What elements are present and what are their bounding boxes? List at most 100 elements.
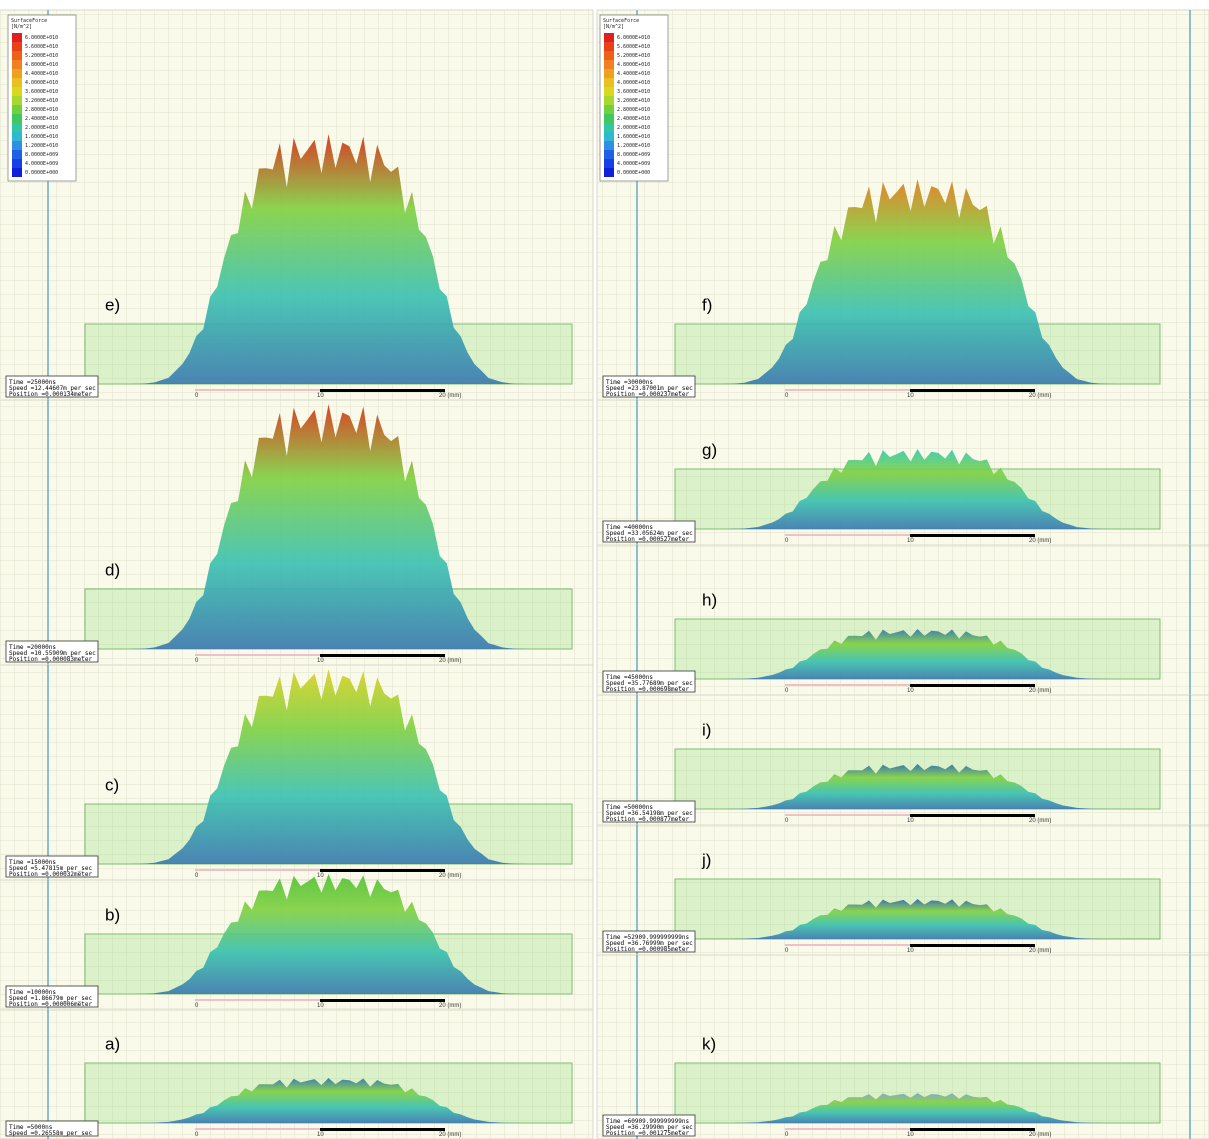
legend-swatch xyxy=(12,105,22,114)
info-line: Position =0.000083meter xyxy=(9,656,92,663)
scale-label: 10 xyxy=(907,948,914,954)
legend-swatch xyxy=(604,60,614,69)
scale-label: 10 xyxy=(907,393,914,399)
scale-label: 10 xyxy=(907,818,914,824)
legend-value: 3.2000E+010 xyxy=(617,98,650,104)
info-line: Position =0.000032meter xyxy=(9,871,92,878)
legend-swatch xyxy=(604,159,614,168)
legend-swatch xyxy=(604,105,614,114)
legend-swatch xyxy=(12,33,22,42)
scale-label: 20 (mm) xyxy=(1029,393,1051,399)
legend-swatch xyxy=(604,42,614,51)
info-line: Position =0.000006meter xyxy=(9,1001,92,1008)
panel-label: e) xyxy=(105,295,120,314)
info-line: Position =0.001275meter xyxy=(606,1130,689,1137)
legend-swatch xyxy=(604,114,614,123)
panel: j)Time =52909.999999999nsSpeed =36.76999… xyxy=(597,825,1209,955)
scale-label: 10 xyxy=(907,538,914,544)
legend-value: 8.0000E+009 xyxy=(25,152,58,158)
panel-label: c) xyxy=(105,775,119,794)
legend-swatch xyxy=(12,69,22,78)
scale-label: 20 (mm) xyxy=(1029,948,1051,954)
legend-value: 6.0000E+010 xyxy=(25,35,58,41)
legend-swatch xyxy=(12,123,22,132)
panel: b)Time =10000nsSpeed =1.86679m_per_secPo… xyxy=(0,874,593,1010)
scale-label: 20 (mm) xyxy=(439,393,461,399)
legend-swatch xyxy=(604,69,614,78)
scale-bar-black xyxy=(320,999,445,1002)
scale-label: 20 (mm) xyxy=(1029,1132,1051,1138)
legend-value: 2.8000E+010 xyxy=(617,107,650,113)
info-line: Position =0.000877meter xyxy=(606,816,689,823)
panel-label: i) xyxy=(702,720,711,739)
legend-value: 3.2000E+010 xyxy=(25,98,58,104)
info-line: Position =0.000985meter xyxy=(606,946,689,953)
legend-value: 5.6000E+010 xyxy=(25,44,58,50)
panel-label: j) xyxy=(701,850,711,869)
legend-swatch xyxy=(604,168,614,177)
scale-bar-black xyxy=(910,534,1035,537)
legend-swatch xyxy=(12,87,22,96)
legend-value: 4.0000E+010 xyxy=(25,80,58,86)
legend-value: 5.2000E+010 xyxy=(617,53,650,59)
panel: f)Time =30000nsSpeed =23.87001m_per_secP… xyxy=(597,10,1209,400)
scale-label: 10 xyxy=(317,1132,324,1138)
scale-label: 20 (mm) xyxy=(439,1003,461,1009)
figure: e)Time =25000nsSpeed =12.44607m_per_secP… xyxy=(0,0,1209,1139)
legend-value: 4.0000E+010 xyxy=(617,80,650,86)
info-line: Position =0.000134meter xyxy=(9,391,92,398)
legend-value: 2.0000E+010 xyxy=(617,125,650,131)
scale-label: 10 xyxy=(317,658,324,664)
scale-label: 20 (mm) xyxy=(439,658,461,664)
panel-label: k) xyxy=(702,1034,716,1053)
legend-unit: [N/m^2] xyxy=(603,24,624,30)
legend-value: 2.4000E+010 xyxy=(617,116,650,122)
legend-value: 8.0000E+009 xyxy=(617,152,650,158)
scale-label: 20 (mm) xyxy=(1029,538,1051,544)
panel-label: f) xyxy=(702,295,712,314)
panel-label: a) xyxy=(105,1034,120,1053)
info-line: Position =0.000527meter xyxy=(606,536,689,543)
legend: SurfaceForce[N/m^2]6.0000E+0105.6000E+01… xyxy=(600,15,668,181)
legend-unit: [N/m^2] xyxy=(11,24,32,30)
legend-swatch xyxy=(604,33,614,42)
legend-swatch xyxy=(12,159,22,168)
scale-label: 10 xyxy=(907,688,914,694)
legend-value: 2.4000E+010 xyxy=(25,116,58,122)
legend-swatch xyxy=(604,150,614,159)
scale-label: 10 xyxy=(907,1132,914,1138)
legend-value: 4.0000E+009 xyxy=(25,161,58,167)
scale-bar-black xyxy=(910,814,1035,817)
scale-label: 20 (mm) xyxy=(439,873,461,879)
legend-value: 0.0000E+000 xyxy=(617,170,650,176)
legend-value: 2.0000E+010 xyxy=(25,125,58,131)
scale-label: 10 xyxy=(317,1003,324,1009)
legend-value: 1.2000E+010 xyxy=(25,143,58,149)
legend: SurfaceForce[N/m^2]6.0000E+0105.6000E+01… xyxy=(8,15,76,181)
legend-swatch xyxy=(12,42,22,51)
legend-swatch xyxy=(604,123,614,132)
scale-bar-black xyxy=(910,1128,1035,1131)
scale-bar-black xyxy=(910,684,1035,687)
legend-value: 5.2000E+010 xyxy=(25,53,58,59)
legend-value: 1.6000E+010 xyxy=(617,134,650,140)
legend-swatch xyxy=(12,96,22,105)
scale-label: 20 (mm) xyxy=(1029,688,1051,694)
legend-swatch xyxy=(604,51,614,60)
panel-label: g) xyxy=(702,440,717,459)
legend-value: 4.0000E+009 xyxy=(617,161,650,167)
info-line: Speed =0.26558m_per_sec xyxy=(9,1130,92,1137)
legend-swatch xyxy=(12,150,22,159)
panel: h)Time =45000nsSpeed =35.77689m_per_secP… xyxy=(597,545,1209,695)
legend-swatch xyxy=(604,132,614,141)
legend-value: 4.4000E+010 xyxy=(25,71,58,77)
legend-value: 5.6000E+010 xyxy=(617,44,650,50)
legend-swatch xyxy=(12,168,22,177)
legend-swatch xyxy=(12,60,22,69)
legend-swatch xyxy=(12,78,22,87)
panel-label: d) xyxy=(105,560,120,579)
